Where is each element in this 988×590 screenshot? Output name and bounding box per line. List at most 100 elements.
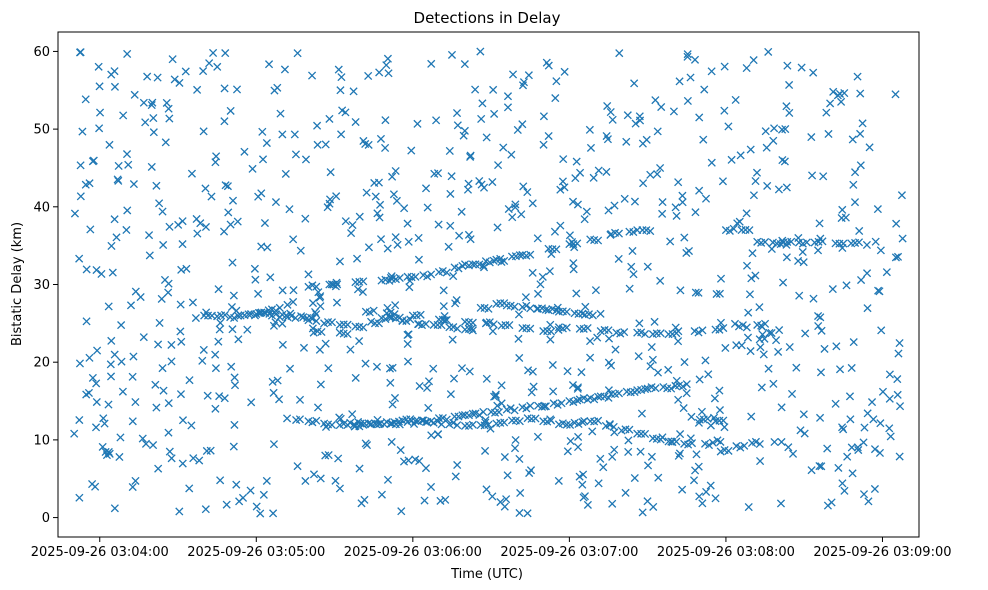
data-point bbox=[707, 158, 716, 167]
data-point bbox=[724, 122, 733, 131]
data-point bbox=[815, 462, 824, 471]
data-point bbox=[631, 119, 640, 128]
data-point bbox=[264, 60, 274, 69]
data-point bbox=[489, 85, 498, 94]
data-point bbox=[220, 117, 229, 126]
data-point bbox=[593, 333, 602, 342]
data-point bbox=[346, 345, 355, 354]
data-point bbox=[870, 445, 880, 454]
data-point bbox=[387, 272, 396, 281]
data-point bbox=[695, 375, 704, 384]
data-point bbox=[347, 229, 356, 238]
data-point bbox=[620, 328, 629, 337]
x-axis-label: Time (UTC) bbox=[450, 567, 523, 582]
data-point bbox=[524, 71, 533, 80]
data-point bbox=[815, 219, 824, 228]
data-point bbox=[301, 214, 310, 223]
data-point bbox=[93, 346, 102, 355]
data-point bbox=[621, 488, 630, 497]
data-point bbox=[720, 62, 729, 71]
data-point bbox=[515, 454, 524, 463]
data-point bbox=[740, 441, 749, 450]
data-point bbox=[589, 173, 598, 182]
data-point bbox=[207, 192, 216, 201]
data-point bbox=[189, 454, 198, 463]
data-point bbox=[214, 285, 223, 294]
data-point bbox=[856, 89, 865, 98]
data-point bbox=[743, 333, 753, 342]
data-point bbox=[630, 79, 639, 88]
data-point bbox=[567, 237, 577, 247]
data-point bbox=[122, 150, 132, 159]
data-point bbox=[70, 209, 79, 218]
data-point bbox=[669, 107, 678, 116]
data-point bbox=[565, 231, 574, 240]
data-point bbox=[859, 490, 869, 499]
data-point bbox=[742, 209, 751, 218]
data-point bbox=[453, 421, 462, 430]
data-point bbox=[421, 417, 430, 426]
data-point bbox=[847, 363, 856, 373]
data-point bbox=[691, 208, 700, 217]
data-point bbox=[862, 240, 871, 249]
data-point bbox=[719, 416, 728, 425]
data-point bbox=[742, 261, 752, 270]
data-point bbox=[468, 260, 477, 269]
data-point bbox=[610, 445, 619, 454]
data-point bbox=[460, 126, 469, 135]
data-point bbox=[388, 363, 397, 372]
data-point bbox=[856, 161, 865, 170]
data-point bbox=[222, 500, 231, 509]
y-tick: 30 bbox=[33, 278, 58, 293]
data-point bbox=[301, 155, 311, 164]
data-point bbox=[678, 191, 687, 200]
data-point bbox=[840, 486, 849, 495]
data-point bbox=[295, 415, 304, 424]
data-point bbox=[703, 414, 712, 423]
data-point bbox=[385, 364, 395, 373]
data-point bbox=[367, 419, 376, 428]
data-point bbox=[720, 106, 729, 115]
data-point bbox=[794, 233, 803, 243]
data-point bbox=[400, 204, 409, 213]
data-point bbox=[325, 195, 335, 204]
data-point bbox=[224, 208, 233, 217]
data-point bbox=[691, 288, 700, 297]
data-point bbox=[606, 107, 615, 117]
data-point bbox=[667, 437, 676, 446]
data-point bbox=[351, 117, 360, 127]
data-point bbox=[599, 463, 608, 472]
data-point bbox=[162, 98, 171, 107]
data-point bbox=[437, 321, 446, 330]
data-point bbox=[764, 364, 773, 373]
data-point bbox=[114, 176, 123, 185]
data-point bbox=[549, 387, 558, 396]
y-tick: 60 bbox=[33, 45, 58, 60]
data-point bbox=[256, 509, 265, 518]
data-point bbox=[845, 392, 855, 401]
data-point bbox=[411, 272, 420, 281]
data-point bbox=[497, 257, 506, 267]
data-point bbox=[500, 256, 509, 265]
data-point bbox=[271, 306, 280, 315]
data-point bbox=[85, 179, 94, 188]
x-tick: 2025-09-26 03:08:00 bbox=[657, 537, 795, 560]
data-point bbox=[446, 221, 455, 230]
data-point bbox=[893, 390, 902, 399]
data-point bbox=[455, 231, 464, 240]
data-point bbox=[533, 289, 543, 298]
data-point bbox=[513, 125, 522, 135]
data-point bbox=[313, 140, 322, 149]
data-point bbox=[828, 285, 837, 294]
data-point bbox=[278, 130, 287, 139]
data-point bbox=[185, 376, 194, 385]
data-point bbox=[143, 72, 152, 81]
data-point bbox=[415, 381, 424, 391]
data-point bbox=[334, 454, 343, 463]
data-point bbox=[372, 362, 382, 371]
data-point bbox=[628, 246, 637, 256]
data-point bbox=[153, 73, 162, 82]
data-point bbox=[573, 384, 582, 393]
data-point bbox=[178, 240, 187, 249]
data-point bbox=[165, 447, 174, 456]
